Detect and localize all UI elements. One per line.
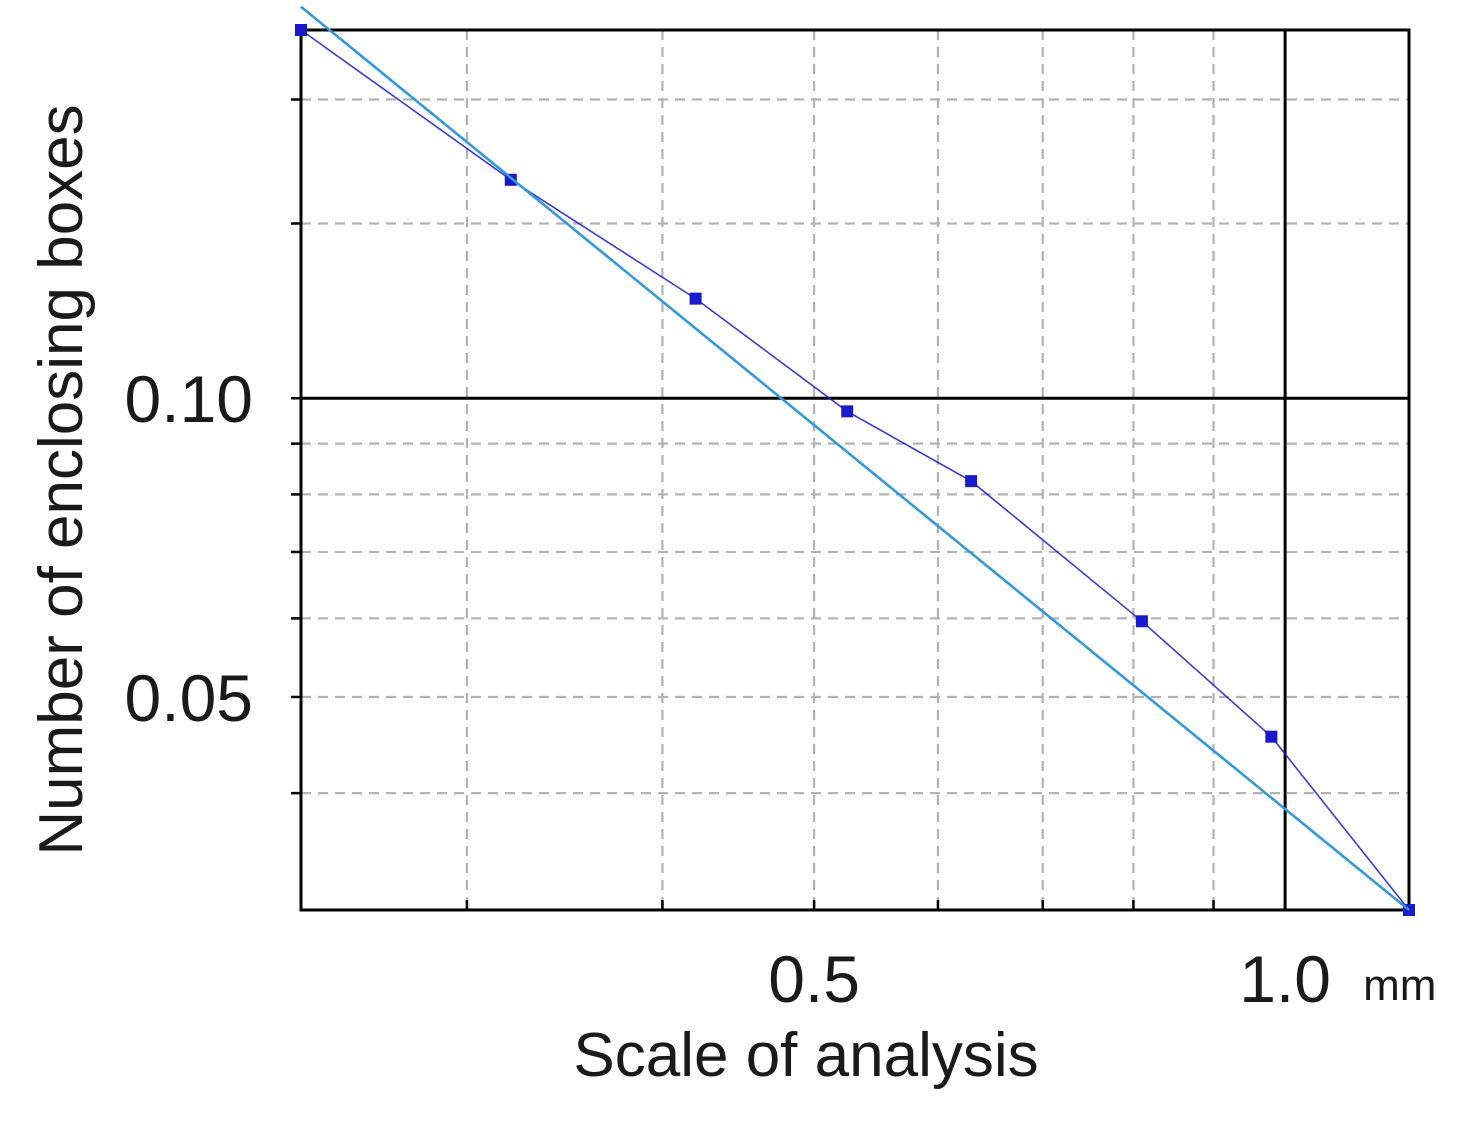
minor-grid	[301, 30, 1409, 910]
x-axis-title: Scale of analysis	[573, 1021, 1038, 1090]
data-point	[295, 24, 307, 36]
data-point	[841, 405, 854, 418]
data-point	[1135, 615, 1148, 628]
x-tick-label: 1.0	[1239, 942, 1331, 1016]
y-tick-label: 0.10	[125, 362, 253, 436]
tick-labels: 0.5 1.0 0.05 0.10	[125, 362, 1331, 1016]
data-point	[689, 292, 702, 305]
data-point	[1265, 730, 1278, 743]
data-point	[965, 475, 978, 488]
fit-line	[300, 5, 1410, 912]
y-axis-title: Number of enclosing boxes	[27, 104, 96, 855]
x-tick-label: 0.5	[768, 942, 860, 1016]
data-line	[300, 29, 1410, 911]
y-tick-label: 0.05	[125, 661, 253, 735]
series-layer	[295, 5, 1415, 916]
x-unit-label: mm	[1363, 961, 1436, 1010]
major-grid	[301, 30, 1409, 910]
axis-ticks	[291, 98, 1287, 910]
plot-frame	[299, 28, 1411, 912]
